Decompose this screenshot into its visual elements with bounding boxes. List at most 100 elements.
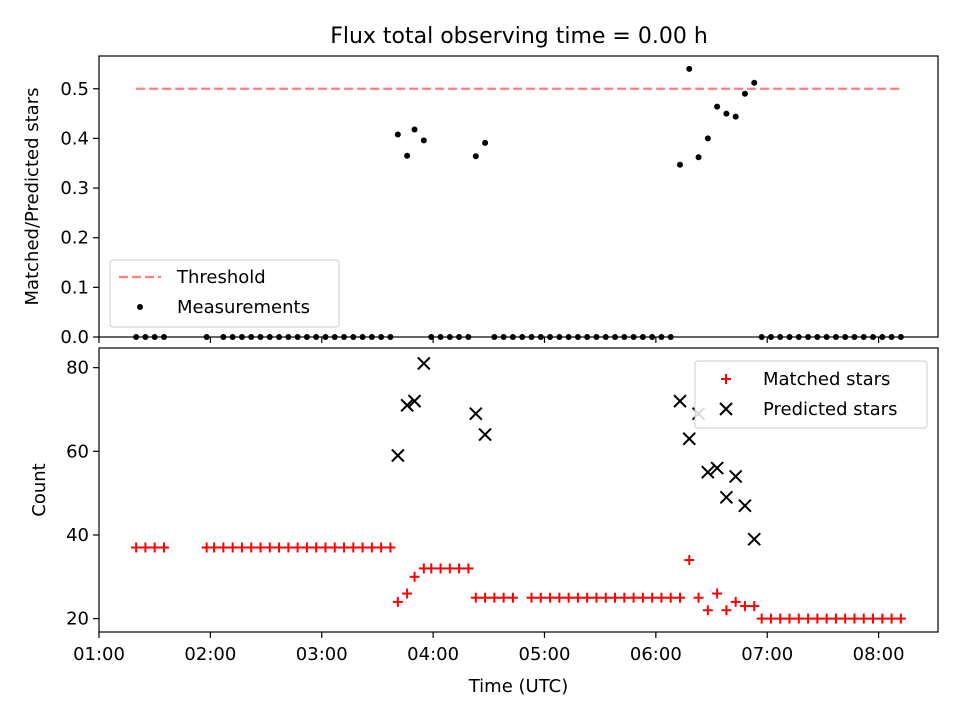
measurement-point [404, 152, 411, 159]
matched-star-point [444, 563, 455, 574]
matched-star-point [274, 542, 285, 553]
top-axes-frame [98, 55, 939, 338]
top-y-axis-label: Matched/Predicted stars [22, 88, 43, 306]
matched-star-point [693, 592, 704, 603]
legend-matched-label: Matched stars [763, 369, 890, 390]
legend-measurements-swatch [137, 304, 143, 310]
bottom-panel: Matched stars Predicted stars 20 40 60 80 01:0… [29, 347, 939, 697]
x-tick-label: 05:00 [519, 644, 571, 665]
matched-star-point [712, 588, 723, 599]
measurement-point [686, 65, 693, 72]
matched-star-point [409, 571, 420, 582]
matched-star-point [385, 542, 396, 553]
matched-star-point [158, 542, 169, 553]
measurement-point [394, 131, 401, 138]
top-y-tick-label: 0.1 [60, 277, 89, 298]
matched-star-point [793, 613, 804, 624]
matched-star-point [765, 613, 776, 624]
matched-star-point [637, 592, 648, 603]
matched-star-point [572, 592, 583, 603]
x-axis-label: Time (UTC) [468, 676, 569, 697]
matched-star-point [392, 596, 403, 607]
predicted-star-point [701, 465, 715, 479]
matched-star-point [600, 592, 611, 603]
predicted-star-point [469, 406, 483, 421]
x-tick-label: 04:00 [407, 644, 459, 665]
top-y-tick-label: 0.3 [60, 178, 89, 199]
bottom-legend: Matched stars Predicted stars [694, 360, 928, 429]
bottom-y-axis-label: Count [29, 463, 50, 516]
matched-star-point [376, 542, 387, 553]
measurement-point [482, 139, 489, 146]
matched-star-point [749, 601, 760, 612]
matched-star-point [656, 592, 667, 603]
matched-star-point [563, 592, 574, 603]
bottom-axes-frame [98, 347, 939, 633]
matched-star-point [131, 542, 142, 553]
matched-star-point [812, 613, 823, 624]
matched-star-point [264, 542, 275, 553]
matched-star-point [366, 542, 377, 553]
matched-star-point [554, 592, 565, 603]
matched-star-point [140, 542, 151, 553]
top-y-tick-label: 0.0 [60, 327, 89, 348]
matched-star-point [463, 563, 474, 574]
predicted-star-point [710, 461, 724, 475]
matched-star-point [886, 613, 897, 624]
predicted-star-point [673, 394, 687, 408]
x-tick-label: 03:00 [296, 644, 348, 665]
matched-star-point [311, 542, 322, 553]
matched-star-point [895, 613, 906, 624]
predicted-star-point [682, 432, 696, 446]
predicted-star-point [738, 498, 752, 513]
matched-star-point [684, 555, 695, 566]
matched-star-point [426, 563, 437, 574]
top-legend-box [109, 259, 340, 328]
legend-matched-swatch [721, 374, 731, 384]
measurement-point [676, 161, 683, 168]
predicted-star-point [478, 427, 492, 442]
matched-star-point [821, 613, 832, 624]
matched-star-point [339, 542, 350, 553]
matched-star-point [301, 542, 312, 553]
matched-star-point [545, 592, 556, 603]
legend-predicted-swatch [719, 402, 733, 416]
matched-star-point [292, 542, 303, 553]
predicted-star-point [728, 469, 743, 484]
matched-star-point [480, 592, 491, 603]
predicted-star-point [407, 394, 422, 408]
matched-star-point [435, 563, 446, 574]
bottom-y-tick-label: 60 [66, 441, 89, 462]
top-legend: Threshold Measurements [109, 259, 340, 328]
matched-star-point [591, 592, 602, 603]
measurement-point [472, 153, 479, 160]
measurement-point [714, 103, 721, 110]
matched-star-point [283, 542, 294, 553]
bottom-y-tick-label: 20 [66, 609, 89, 630]
top-y-tick-label: 0.5 [60, 79, 89, 100]
matched-star-point [227, 542, 238, 553]
matched-star-point [218, 542, 229, 553]
measurement-point [732, 113, 739, 120]
measurement-point [695, 154, 702, 161]
top-y-tick-label: 0.2 [60, 228, 89, 249]
matched-star-point [320, 542, 331, 553]
matched-star-point [348, 542, 359, 553]
matched-star-point [674, 592, 685, 603]
matched-star-point [877, 613, 888, 624]
matched-star-point [739, 601, 750, 612]
matched-star-point [784, 613, 795, 624]
bottom-y-tick-label: 40 [66, 525, 89, 546]
matched-star-point [756, 613, 767, 624]
matched-star-point [702, 605, 713, 616]
legend-threshold-label: Threshold [176, 267, 266, 288]
matched-star-point [236, 542, 247, 553]
matched-star-point [665, 592, 676, 603]
bottom-y-tick-label: 80 [66, 358, 89, 379]
top-y-tick-label: 0.4 [60, 128, 89, 149]
matched-star-point [647, 592, 658, 603]
measurement-point [741, 90, 748, 97]
matched-star-point [868, 613, 879, 624]
